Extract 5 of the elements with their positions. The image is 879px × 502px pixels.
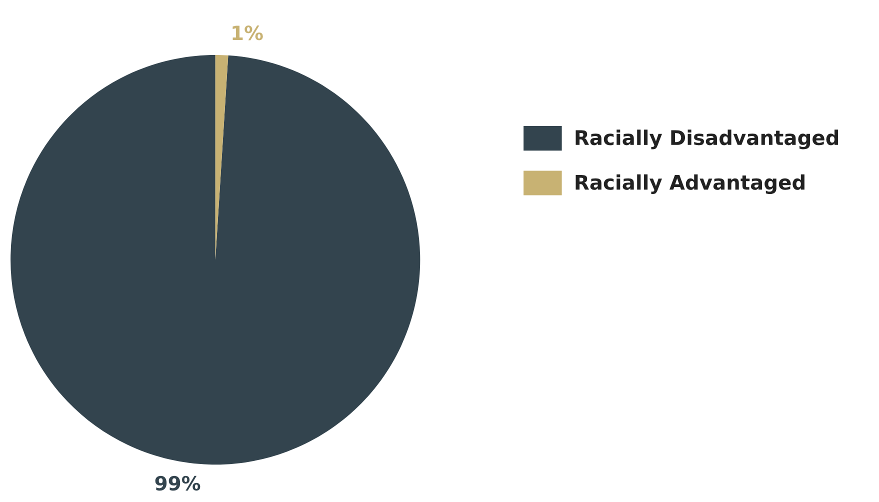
- data-label: 99%: [155, 476, 200, 491]
- legend-label: Racially Disadvantaged: [576, 130, 838, 150]
- legend-label: Racially Advantaged: [576, 174, 804, 194]
- pie-slice: [10, 54, 420, 465]
- data-label: 1%: [232, 26, 263, 40]
